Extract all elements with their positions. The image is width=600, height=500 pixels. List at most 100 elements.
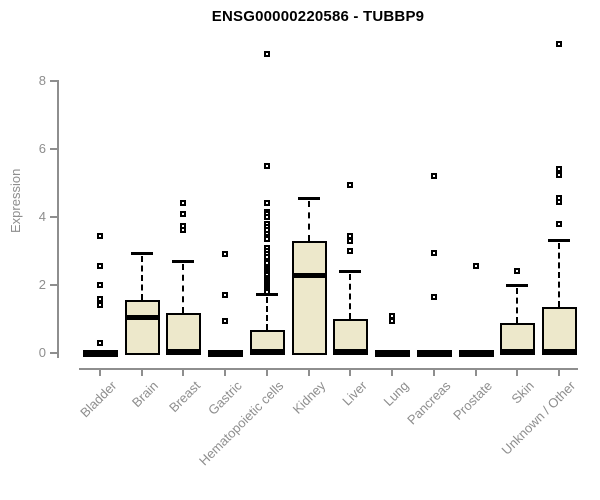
outlier-point	[347, 248, 354, 254]
x-tick-label: Brain	[129, 378, 162, 411]
median-line	[333, 349, 369, 355]
y-tick-label: 2	[38, 277, 46, 292]
collapsed-box	[458, 350, 494, 357]
collapsed-box	[375, 350, 411, 357]
x-axis-tick	[474, 370, 477, 376]
outlier-point	[222, 251, 229, 258]
outlier-point	[389, 317, 396, 324]
upper-whisker	[182, 264, 185, 313]
outlier-point	[180, 210, 187, 217]
boxplot-box	[166, 312, 202, 355]
median-line	[291, 272, 327, 278]
boxplot-box	[541, 307, 577, 355]
outlier-point	[555, 220, 562, 227]
outlier-point	[222, 292, 229, 299]
x-tick-label: Kidney	[289, 378, 329, 417]
x-tick-label: Liver	[339, 378, 370, 409]
outlier-point	[97, 295, 103, 302]
x-axis-tick	[557, 370, 560, 376]
y-axis-tick	[50, 216, 58, 218]
y-axis-tick	[50, 80, 58, 82]
outlier-point	[97, 263, 103, 270]
outlier-point	[472, 263, 479, 270]
x-axis-tick	[307, 370, 310, 376]
x-tick-label: Gastric	[205, 378, 245, 418]
x-tick-label: Prostate	[450, 378, 496, 423]
y-axis-tick	[50, 352, 58, 354]
y-axis-tick	[50, 148, 58, 150]
median-line	[124, 315, 160, 321]
y-tick-label: 6	[38, 141, 46, 156]
outlier-point	[263, 163, 270, 169]
outlier-point	[97, 302, 103, 309]
x-tick-label: Breast	[165, 378, 204, 416]
upper-whisker-cap	[172, 260, 195, 264]
upper-whisker-cap	[339, 270, 362, 274]
outlier-point	[347, 232, 354, 239]
chart-title: ENSG00000220586 - TUBBP9	[211, 8, 425, 25]
median-line	[249, 349, 285, 355]
outlier-point	[263, 236, 270, 243]
outlier-point	[555, 166, 562, 173]
outlier-point	[97, 282, 103, 288]
outlier-point	[263, 50, 270, 57]
upper-whisker	[307, 200, 310, 241]
collapsed-box	[83, 350, 118, 357]
upper-whisker	[349, 274, 352, 319]
boxplot-box	[124, 300, 160, 355]
outlier-point	[555, 171, 562, 178]
x-tick-label: Unknown / Other	[499, 378, 579, 458]
upper-whisker-cap	[506, 284, 529, 287]
x-tick-label: Skin	[508, 378, 537, 407]
x-tick-label: Pancreas	[403, 378, 454, 428]
y-tick-label: 4	[38, 209, 46, 224]
outlier-point	[555, 40, 562, 47]
upper-whisker-cap	[130, 251, 153, 255]
outlier-point	[430, 173, 437, 180]
outlier-point	[347, 237, 354, 244]
outlier-point	[555, 198, 562, 205]
outlier-point	[97, 339, 103, 346]
outlier-point	[180, 200, 187, 207]
median-line	[500, 349, 536, 355]
y-axis-tick	[50, 284, 58, 286]
x-axis-tick	[391, 370, 394, 376]
upper-whisker	[516, 288, 519, 324]
x-axis-tick	[182, 370, 185, 376]
x-axis-tick	[99, 370, 101, 376]
upper-whisker	[265, 297, 268, 330]
x-tick-label: Bladder	[77, 378, 120, 421]
boxplot-box	[291, 240, 327, 355]
x-axis-tick	[140, 370, 143, 376]
x-axis-tick	[349, 370, 352, 376]
outlier-point	[514, 268, 521, 275]
upper-whisker	[140, 255, 143, 301]
median-line	[541, 349, 577, 355]
outlier-point	[263, 214, 270, 220]
outlier-point	[263, 288, 270, 295]
outlier-point	[430, 293, 437, 300]
x-tick-label: Lung	[380, 378, 412, 410]
outlier-point	[347, 181, 354, 188]
y-axis-line	[57, 80, 59, 358]
x-axis-tick	[432, 370, 435, 376]
outlier-point	[430, 249, 437, 256]
boxplot-box	[333, 319, 369, 355]
upper-whisker	[557, 243, 560, 308]
upper-whisker-cap	[297, 196, 320, 200]
x-axis-tick	[265, 370, 268, 376]
outlier-point	[180, 226, 187, 233]
outlier-point	[389, 312, 396, 319]
outlier-point	[263, 199, 270, 206]
outlier-point	[222, 317, 229, 324]
median-line	[166, 349, 202, 355]
collapsed-box	[416, 350, 452, 357]
x-axis-tick	[224, 370, 227, 376]
x-axis-tick	[516, 370, 519, 376]
outlier-point	[97, 232, 103, 239]
upper-whisker-cap	[547, 239, 570, 243]
y-tick-label: 0	[38, 345, 46, 360]
collapsed-box	[208, 350, 244, 357]
x-axis-line	[79, 368, 578, 370]
